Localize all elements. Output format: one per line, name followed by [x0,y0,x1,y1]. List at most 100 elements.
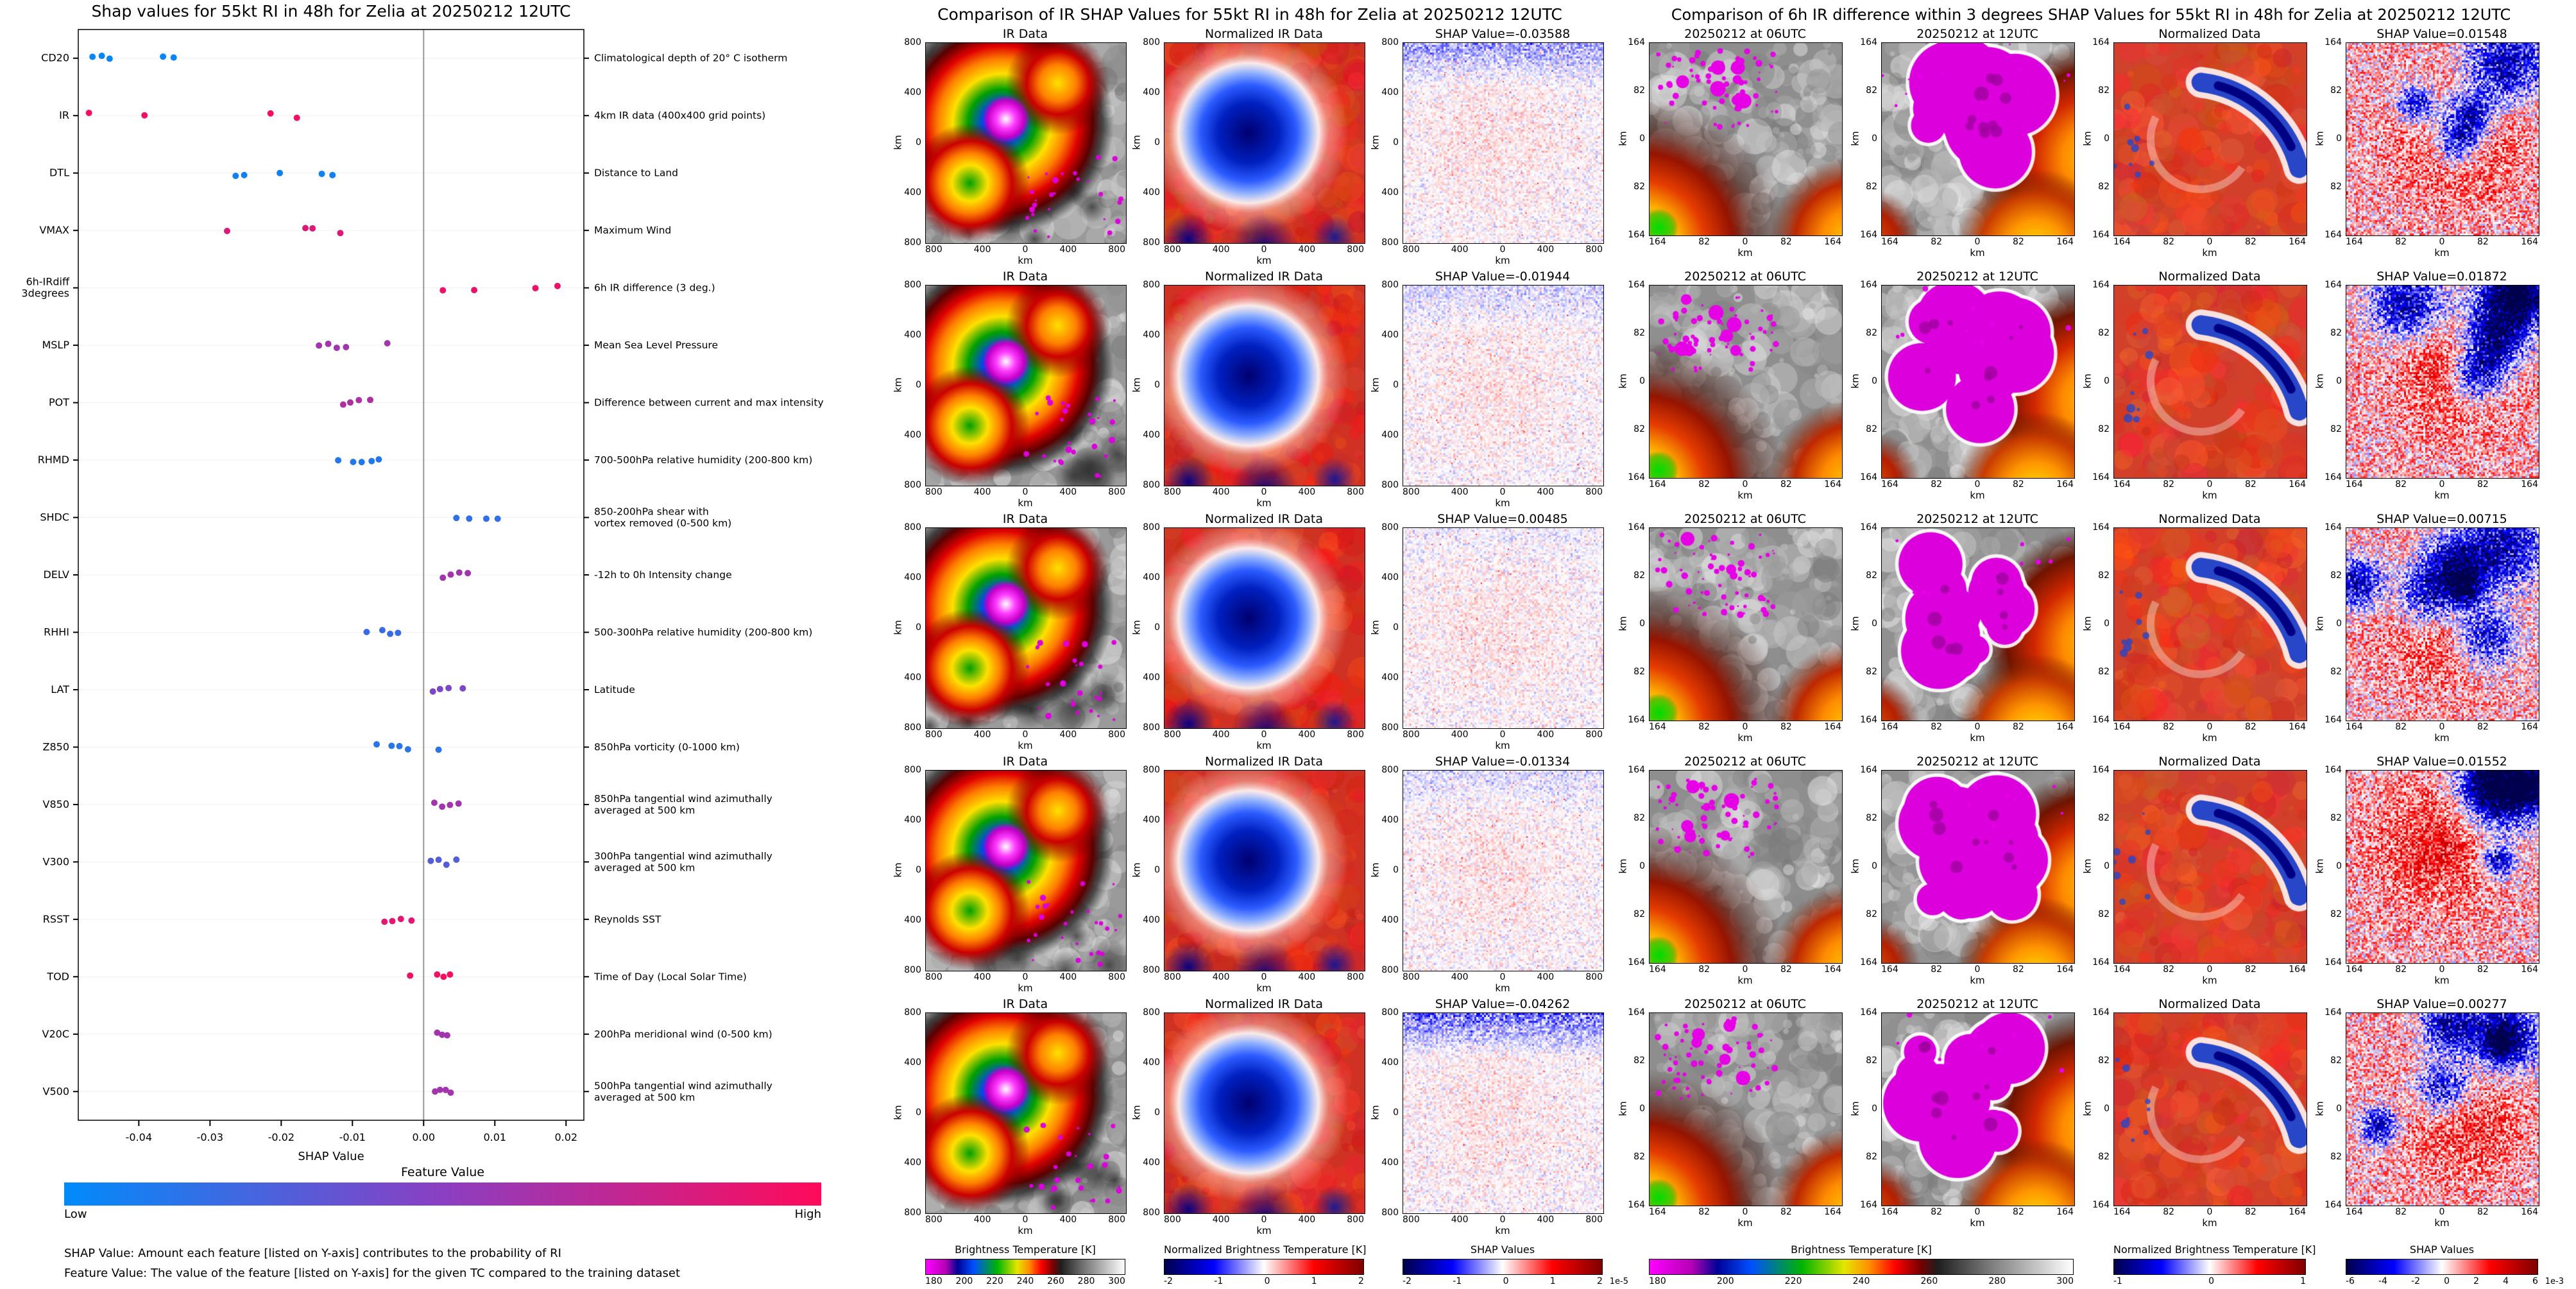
plot-frame [78,29,584,1121]
colorbar-tick-label: 4 [2503,1276,2509,1286]
x-tick-label: 164 [1881,237,1898,247]
y-axis-label: km [2081,131,2094,146]
feature-label: RHHI [44,626,69,638]
subplot-title: IR Data [1002,27,1048,41]
x-tick-label: 164 [2056,237,2074,247]
y-tick-label: 0 [2104,861,2110,871]
y-tick-label: 800 [904,1007,921,1018]
y-tick-label: 0 [916,865,921,875]
y-tick-label: 164 [2092,957,2110,968]
y-tick-label: 82 [2330,813,2342,823]
subplot-title: Normalized IR Data [1205,512,1323,526]
y-tick-label: 800 [904,480,921,490]
y-tick-label: 82 [1633,1055,1645,1066]
y-tick-label: 800 [904,1208,921,1218]
shap-point [554,282,561,289]
y-axis: km 800 400 0 400 800 [1130,765,1164,975]
x-tick-label: 800 [925,730,943,740]
y-axis: km 164 82 0 82 164 [1617,37,1649,240]
colorbar-ticks: 180 200 220 240 260 280 300 [925,1276,1125,1286]
feature-value-colorbar: Feature Value Low High [64,1165,821,1221]
y-tick-label: 400 [1143,87,1160,98]
y-tick-label: 164 [1860,280,1877,290]
y-tick-label: 82 [1633,667,1645,677]
colorbar-gradient [1164,1259,1364,1275]
shap-point [439,287,447,294]
y-axis: km 800 400 0 400 800 [1130,522,1164,733]
x-tick-label: 400 [1212,1215,1230,1225]
feature-label: V850 [43,798,69,810]
x-axis-label: km [2434,490,2450,501]
x-tick-label: 164 [2289,964,2306,975]
x-axis-label: km [1970,1217,1985,1229]
y-tick-label: 82 [2330,1152,2342,1162]
y-axis: km 164 82 0 82 164 [2081,765,2113,968]
subplot-ir: IR Data km 800 400 0 400 800 800 400 0 400 800 km [892,26,1130,266]
y-axis: km 164 82 0 82 164 [1849,1007,1881,1210]
x-tick-label: 82 [1931,237,1943,247]
y-tick-label: 82 [1633,1152,1645,1162]
y-axis-label: km [1849,858,1861,874]
y-tick-label: 82 [1633,85,1645,96]
y-axis-label: km [1617,131,1629,146]
y-tick-label: 0 [1872,133,1877,144]
y-tick-label: 164 [1628,1007,1645,1018]
y-axis-label: km [1617,858,1629,874]
shap-point [384,340,391,347]
feature-description: 300hPa tangential wind azimuthally averag… [594,850,772,873]
y-tick-label: 800 [1143,480,1160,490]
y-tick-label: 82 [1633,328,1645,338]
feature-description: Difference between current and max inten… [594,397,824,409]
shap-point [346,399,354,406]
y-tick-label: 82 [2330,909,2342,919]
x-ticks: 164 82 0 82 164 [1881,479,2074,490]
x-tick-label: 800 [1403,972,1420,982]
y-tick-label: 800 [1143,522,1160,533]
y-tick-label: 400 [1381,1057,1399,1068]
y-axis-label: km [892,1105,904,1120]
y-tick-label: 82 [2330,570,2342,581]
x-tick-label: 82 [1780,1207,1792,1217]
x-tick-label: 0 [1499,487,1506,497]
subplot-image-norm_ir [1164,285,1365,486]
shap-beeswarm-chart: Shap values for 55kt RI in 48h for Zelia… [21,2,824,1163]
y-tick-label: 800 [1143,280,1160,290]
x-ticks: 164 82 0 82 164 [1649,479,1841,490]
x-tick-label: 164 [2346,237,2363,247]
y-tick-label: 82 [2330,328,2342,338]
y-tick-label: 82 [1866,85,1877,96]
colorbar-tick-label: -2 [1164,1276,1173,1286]
x-tick-label: 82 [1780,964,1792,975]
x-tick-label: 800 [1403,487,1420,497]
subplot-ir12: 20250212 at 12UTC km 164 82 0 82 164 164 82 0 82 16… [1849,511,2081,743]
shap-point [141,112,148,119]
colorbar-tick-label: 240 [1016,1276,1034,1286]
x-tick-label: 82 [2012,479,2024,490]
feature-description: 850hPa tangential wind azimuthally averag… [594,793,772,816]
subplot-image-norm_ir [1164,527,1365,729]
x-tick-label: 800 [1347,244,1364,255]
x-tick-label: 164 [2346,964,2363,975]
subplot-image-shap_diff [2346,527,2539,721]
subplot-norm_ir: Normalized IR Data km 800 400 0 400 800 800 400 0… [1130,996,1369,1236]
y-axis-label: km [1617,373,1629,389]
ir-shap-colorbars: Brightness Temperature [K] 180 200 220 240 26… [892,1243,1628,1286]
y-tick-label: 800 [1143,37,1160,47]
shap-point [277,169,284,176]
y-axis-label: km [1849,1101,1861,1116]
subplot-image-ir [925,1012,1127,1214]
x-tick-label: 0 [1742,237,1748,247]
colorbar-tick-label: 220 [986,1276,1003,1286]
x-tick-label: 82 [1698,964,1710,975]
subplot-row: IR Data km 800 400 0 400 800 800 400 0 400 800 km Nor… [892,511,1608,753]
y-tick-label: 164 [2324,957,2342,968]
x-tick-label: 164 [1649,1207,1666,1217]
x-tick-label: 82 [1698,479,1710,490]
subplot-norm_diff: Normalized Data km 164 82 0 82 164 164 82 0 82 164 k… [2081,268,2314,500]
x-tick-label: 400 [1212,244,1230,255]
y-tick-label: 82 [1633,182,1645,192]
x-tick-label: 164 [2521,479,2538,490]
subplot-title: Normalized IR Data [1205,27,1323,41]
y-tick-label: 164 [2092,522,2110,533]
colorbar-tick-label: 0 [1503,1276,1509,1286]
